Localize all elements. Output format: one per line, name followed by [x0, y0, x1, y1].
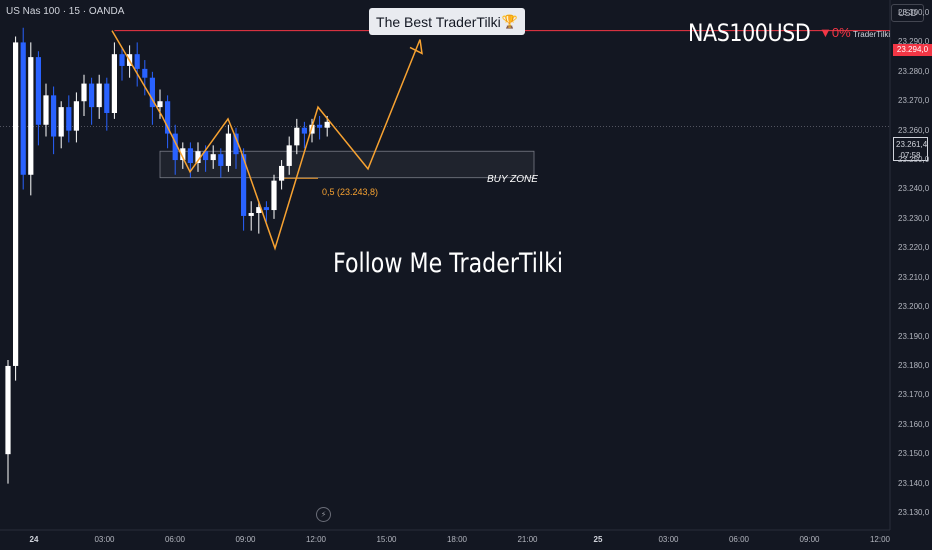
candle-body	[286, 145, 292, 166]
time-tick-label: 09:00	[235, 535, 256, 544]
time-tick-label: 15:00	[376, 535, 397, 544]
buy-zone-label: BUY ZONE	[487, 174, 538, 185]
price-tick-label: 23.150,0	[898, 449, 930, 459]
banner: The Best TraderTilki 🏆	[369, 8, 525, 35]
time-tick-label: 12:00	[305, 535, 327, 544]
candle-body	[28, 57, 34, 175]
author-name: TraderTilki	[853, 30, 891, 39]
price-tick-label: 23.190,0	[898, 331, 930, 341]
time-tick-label: 18:00	[446, 535, 468, 544]
candle-body	[294, 127, 300, 146]
time-tick-label: 03:00	[94, 535, 115, 544]
candle-body	[51, 95, 57, 137]
price-tick-label: 23.210,0	[898, 272, 930, 282]
candle-body	[58, 107, 64, 137]
price-tick-label: 23.170,0	[898, 390, 930, 400]
time-tick-label: 21:00	[517, 535, 538, 544]
resistance-price-tag: 23.294,0	[893, 44, 932, 56]
price-tick-label: 23.140,0	[898, 478, 930, 488]
price-tick-label: 23.240,0	[898, 184, 930, 194]
candle-body	[172, 133, 178, 161]
price-tick-label: 23.250,0	[898, 155, 930, 165]
lightning-icon[interactable]: ⚡	[316, 507, 331, 522]
price-tick-label: 23.270,0	[898, 96, 930, 106]
countdown-value: 07:58	[900, 151, 921, 160]
candle-body	[195, 151, 201, 163]
time-tick-label: 12:00	[869, 535, 891, 544]
follow-text: Follow Me TraderTilki	[333, 248, 564, 279]
time-tick-label: 06:00	[728, 535, 750, 544]
candle-body	[256, 207, 262, 213]
candle-body	[187, 148, 193, 163]
candle-body	[301, 127, 307, 134]
price-tick-label: 23.200,0	[898, 302, 930, 312]
candle-body	[165, 101, 171, 134]
ticker-name: NAS100USD	[688, 19, 811, 47]
price-tick-label: 23.260,0	[898, 125, 930, 135]
candle-body	[263, 207, 269, 211]
currency-button[interactable]: USD	[891, 4, 924, 22]
candle-body	[5, 365, 11, 455]
candle-body	[149, 77, 155, 108]
buy-zone-box[interactable]	[159, 150, 535, 179]
arrow-head-icon	[409, 39, 423, 55]
candle-body	[324, 121, 330, 128]
trophy-icon: 🏆	[501, 13, 518, 29]
candle-body	[35, 57, 41, 125]
candles	[5, 27, 330, 484]
price-tick-label: 23.130,0	[898, 508, 930, 517]
time-tick-label: 03:00	[658, 535, 679, 544]
candle-body	[119, 54, 125, 66]
candle-body	[317, 124, 323, 128]
candle-body	[180, 148, 186, 161]
zigzag-pattern[interactable]	[111, 30, 421, 251]
fib-label: 0,5 (23.243,8)	[322, 187, 379, 197]
candle-body	[225, 133, 231, 166]
candle-body	[43, 95, 49, 125]
candle-body	[134, 54, 140, 69]
time-tick-label: 24	[29, 535, 39, 544]
candle-body	[271, 180, 277, 211]
candle-body	[104, 83, 110, 113]
price-tick-label: 23.280,0	[898, 66, 930, 76]
candle-body	[81, 83, 87, 102]
candle-body	[13, 42, 19, 366]
candle-body	[73, 101, 79, 131]
banner-text: The Best TraderTilki	[376, 13, 501, 30]
candle-body	[248, 213, 254, 216]
candle-body	[210, 154, 216, 161]
candle-body	[233, 133, 239, 155]
candle-body	[111, 54, 117, 113]
candle-body	[218, 154, 224, 166]
candle-body	[96, 83, 102, 108]
price-tick-label: 23.180,0	[898, 360, 930, 370]
candle-body	[66, 107, 72, 131]
current-price-tag: 23.261,4 07:58	[893, 137, 928, 161]
price-tick-label: 23.230,0	[898, 213, 930, 223]
time-tick-label: 25	[593, 535, 603, 544]
candle-body	[241, 154, 247, 216]
candle-body	[203, 151, 209, 161]
time-tick-label: 06:00	[164, 535, 186, 544]
candle-body	[142, 68, 148, 78]
candle-body	[157, 101, 163, 108]
change-percent: ▼0%	[819, 25, 851, 40]
time-tick-label: 09:00	[799, 535, 820, 544]
price-tick-label: 23.160,0	[898, 419, 930, 429]
price-tick-label: 23.220,0	[898, 243, 930, 253]
candle-body	[279, 165, 285, 181]
price-tick-label: 23.290,0	[898, 37, 930, 47]
symbol-info[interactable]: US Nas 100 · 15 · OANDA	[6, 6, 125, 17]
price-tick-label: 23.300,0	[898, 8, 930, 17]
candle-body	[89, 83, 95, 108]
current-price-value: 23.261,4	[896, 140, 928, 149]
candle-body	[20, 42, 26, 175]
